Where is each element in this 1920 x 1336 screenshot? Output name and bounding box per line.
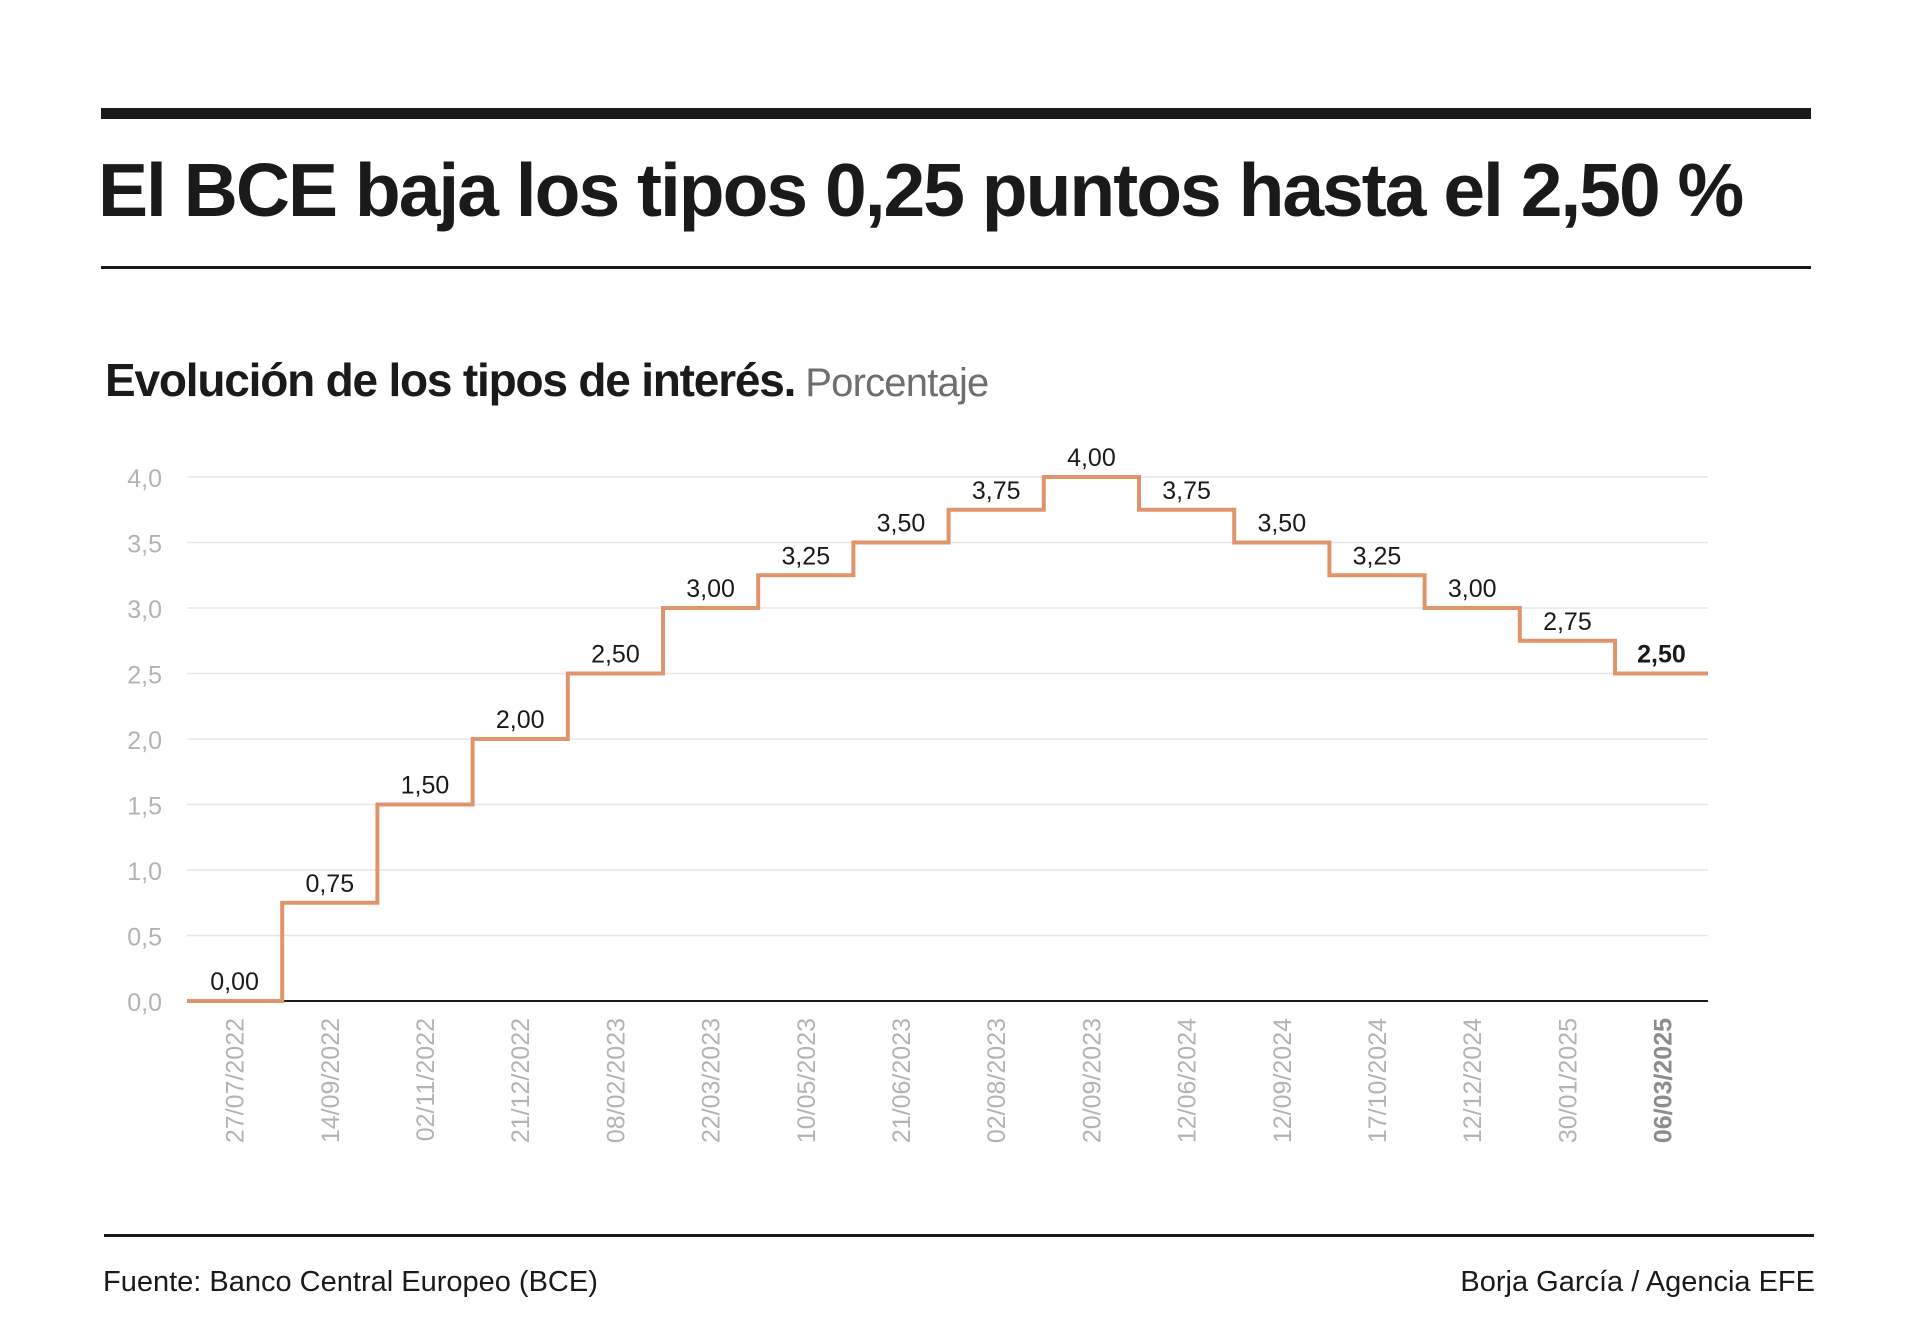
x-tick-label: 17/10/2024 <box>1364 1018 1392 1143</box>
x-tick-label: 30/01/2025 <box>1554 1018 1582 1143</box>
y-tick-label: 0,5 <box>127 924 162 952</box>
data-label: 2,75 <box>1543 608 1592 636</box>
data-label: 3,50 <box>877 510 926 538</box>
x-tick-label: 02/11/2022 <box>412 1018 440 1141</box>
y-axis-ticks: 0,0 0,5 1,0 1,5 2,0 2,5 3,0 3,5 4,0 <box>127 465 162 1017</box>
data-label: 3,75 <box>972 477 1021 505</box>
data-label: 3,75 <box>1162 477 1211 505</box>
y-tick-label: 2,0 <box>127 727 162 755</box>
x-tick-label: 20/09/2023 <box>1078 1018 1106 1143</box>
y-tick-label: 3,5 <box>127 531 162 559</box>
data-label: 2,50 <box>591 641 640 669</box>
data-label: 0,75 <box>305 870 354 898</box>
y-tick-label: 2,5 <box>127 662 162 690</box>
data-label: 4,00 <box>1067 444 1116 472</box>
data-label: 1,50 <box>401 772 450 800</box>
data-labels: 0,00 0,75 1,50 2,00 2,50 3,00 3,25 3,50 3,75 4,00… <box>210 444 1686 996</box>
x-tick-label: 02/08/2023 <box>983 1018 1011 1143</box>
y-tick-label: 1,5 <box>127 793 162 821</box>
headline: El BCE baja los tipos 0,25 puntos hasta … <box>98 148 1744 232</box>
y-tick-label: 0,0 <box>127 989 162 1017</box>
source-note: Fuente: Banco Central Europeo (BCE) <box>103 1266 598 1298</box>
data-label: 3,50 <box>1257 510 1306 538</box>
x-tick-label: 12/12/2024 <box>1459 1018 1487 1143</box>
title-divider <box>101 266 1811 269</box>
x-tick-label: 21/06/2023 <box>888 1018 916 1143</box>
x-axis-ticks: 27/07/2022 14/09/2022 02/11/2022 21/12/2022… <box>222 1018 1678 1143</box>
data-label: 3,25 <box>1353 542 1402 570</box>
x-tick-label: 12/09/2024 <box>1269 1018 1297 1143</box>
x-tick-label: 12/06/2024 <box>1174 1018 1202 1143</box>
rate-step-line <box>187 475 1708 1003</box>
x-tick-label: 06/03/2025 <box>1650 1018 1678 1143</box>
subtitle-main: Evolución de los tipos de interés. <box>105 354 796 406</box>
y-tick-label: 3,0 <box>127 596 162 624</box>
x-tick-label: 08/02/2023 <box>602 1018 630 1143</box>
top-rule <box>101 108 1811 119</box>
subtitle-unit: Porcentaje <box>805 361 989 405</box>
data-label: 3,00 <box>686 575 735 603</box>
series-line <box>187 475 1708 1003</box>
x-tick-label: 27/07/2022 <box>222 1018 250 1143</box>
data-label: 2,50 <box>1637 641 1686 669</box>
x-tick-label: 14/09/2022 <box>317 1018 345 1143</box>
x-tick-label: 10/05/2023 <box>793 1018 821 1143</box>
x-tick-label: 22/03/2023 <box>698 1018 726 1143</box>
data-label: 3,25 <box>781 542 830 570</box>
data-label: 3,00 <box>1448 575 1497 603</box>
chart-subtitle: Evolución de los tipos de interés. Porcen… <box>105 352 989 420</box>
y-tick-label: 4,0 <box>127 465 162 493</box>
data-label: 2,00 <box>496 706 545 734</box>
x-tick-label: 21/12/2022 <box>507 1018 535 1143</box>
y-tick-label: 1,0 <box>127 858 162 886</box>
data-label: 0,00 <box>210 968 259 996</box>
footer-divider <box>104 1234 1814 1237</box>
grid-lines <box>187 476 1708 937</box>
author-credit: Borja García / Agencia EFE <box>1460 1266 1815 1298</box>
